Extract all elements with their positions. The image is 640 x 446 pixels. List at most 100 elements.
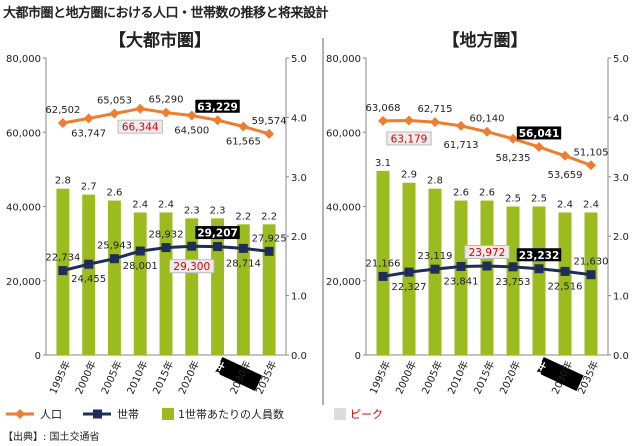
- panel-title: 【大都市圏】: [109, 30, 211, 51]
- population-data-label: 62,715: [418, 104, 453, 115]
- panel-title: 【地方圏】: [443, 30, 528, 51]
- households-data-label-box: [464, 245, 510, 260]
- legend-persons-swatch: [162, 408, 174, 420]
- bar-value-label: 2.6: [479, 188, 495, 199]
- households-data-label: 23,972: [469, 247, 506, 259]
- bar-persons-per-household: [262, 224, 276, 355]
- y-tick-label-left: 20,000: [6, 277, 41, 288]
- chart-panel-1: 【大都市圏】 0 20,000 40,000 60,000 80,000 0.0 1.0 2.0…: [6, 30, 307, 400]
- population-marker: [378, 115, 388, 126]
- x-tick-label-highlight: 2025年: [199, 358, 228, 400]
- bar-value-label: 2.6: [453, 188, 469, 199]
- x-tick-label: 2010年: [124, 358, 151, 396]
- households-marker: [430, 264, 440, 274]
- y-tick-label-right: 2.0: [291, 232, 307, 243]
- bar-persons-per-household: [532, 206, 546, 355]
- bar-persons-per-household: [480, 200, 494, 355]
- x-tick-label: 2000年: [72, 358, 99, 396]
- bar-value-label: 2.7: [81, 182, 97, 193]
- y-tick-label-right: 1.0: [613, 292, 629, 303]
- population-data-label: 66,344: [122, 122, 159, 134]
- population-data-label: 60,140: [470, 114, 505, 125]
- households-marker: [508, 262, 518, 272]
- population-data-label: 58,235: [496, 153, 531, 164]
- bar-value-label: 2.5: [505, 194, 521, 205]
- households-marker: [378, 271, 388, 281]
- legend-population-marker: [15, 409, 25, 419]
- households-marker: [238, 243, 248, 253]
- y-tick-label-right: 4.0: [613, 113, 629, 124]
- households-marker: [58, 266, 68, 276]
- population-marker: [560, 150, 570, 161]
- bar-persons-per-household: [584, 212, 598, 355]
- bar-persons-per-household: [376, 170, 390, 355]
- bar-persons-per-household: [506, 206, 520, 355]
- legend-label: 1世帯あたりの人員数: [178, 408, 284, 421]
- bar-value-label: 2.4: [583, 199, 599, 210]
- households-data-label: 23,232: [519, 250, 560, 262]
- x-tick-label: 1995年: [367, 358, 394, 396]
- x-tick-label: 2015年: [150, 358, 177, 396]
- bar-persons-per-household: [185, 218, 199, 355]
- households-marker: [213, 242, 223, 252]
- households-data-label-box: [516, 248, 562, 262]
- population-data-label-box: [117, 119, 163, 134]
- households-data-label: 29,207: [197, 228, 238, 240]
- bar-value-label: 2.4: [132, 199, 148, 210]
- y-tick-label-left: 60,000: [326, 128, 361, 139]
- population-marker: [264, 128, 275, 139]
- x-tick-label: 2000年: [393, 358, 420, 396]
- bar-persons-per-household: [236, 224, 250, 355]
- population-data-label: 63,179: [391, 133, 428, 145]
- population-marker: [161, 107, 171, 118]
- y-tick-label-right: 5.0: [613, 54, 629, 65]
- households-marker: [187, 241, 197, 251]
- x-tick-label: 2010年: [445, 358, 472, 396]
- households-marker: [161, 243, 171, 253]
- bar-value-label: 2.2: [235, 211, 251, 222]
- source-note: 【出典】: 国土交通省: [3, 432, 100, 443]
- households-data-label: 22,734: [45, 253, 80, 264]
- x-tick-label: 2005年: [419, 358, 446, 396]
- chart-panel-2: 【地方圏】 0 20,000 40,000 60,000 80,000 0.0 1.0 2.0 3…: [326, 30, 629, 400]
- population-data-label: 63,747: [71, 128, 106, 139]
- bar-value-label: 2.2: [261, 211, 277, 222]
- bar-value-label: 2.8: [55, 176, 71, 187]
- highlight-category-box: [215, 356, 263, 391]
- population-data-label: 59,574: [252, 116, 287, 127]
- bar-persons-per-household: [454, 200, 468, 355]
- households-data-label: 23,841: [444, 276, 479, 287]
- y-tick-label-left: 60,000: [6, 128, 41, 139]
- population-marker: [534, 141, 544, 152]
- y-tick-label-left: 80,000: [326, 54, 361, 65]
- population-data-label: 65,290: [149, 95, 184, 106]
- households-marker: [534, 264, 544, 274]
- bar-value-label: 3.1: [375, 158, 391, 169]
- households-data-label: 21,630: [574, 257, 609, 268]
- bar-persons-per-household: [558, 212, 572, 355]
- households-data-label: 28,001: [123, 261, 158, 272]
- bar-value-label: 2.4: [158, 199, 174, 210]
- population-data-label: 63,229: [197, 101, 238, 113]
- households-data-label: 23,119: [418, 251, 453, 262]
- x-tick-label-highlight: 2025年: [521, 358, 550, 400]
- y-tick-label-right: 2.0: [613, 232, 629, 243]
- y-tick-label-right: 0.0: [291, 351, 307, 362]
- households-data-label: 23,753: [496, 277, 531, 288]
- x-tick-label: 2005年: [98, 358, 125, 396]
- x-tick-label: 2020年: [497, 358, 524, 396]
- households-data-label: 22,516: [548, 281, 583, 292]
- population-marker: [482, 126, 492, 137]
- population-data-label: 62,502: [45, 105, 80, 116]
- y-tick-label-right: 4.0: [291, 113, 307, 124]
- households-data-label: 24,455: [71, 274, 106, 285]
- population-marker: [57, 117, 68, 128]
- population-data-label-box: [195, 99, 240, 113]
- y-tick-label-left: 40,000: [6, 203, 41, 214]
- bar-persons-per-household: [108, 200, 121, 355]
- population-data-label-box: [516, 126, 562, 140]
- bar-value-label: 2.5: [531, 194, 547, 205]
- population-data-label: 63,068: [366, 103, 401, 114]
- population-data-label: 56,041: [519, 128, 560, 140]
